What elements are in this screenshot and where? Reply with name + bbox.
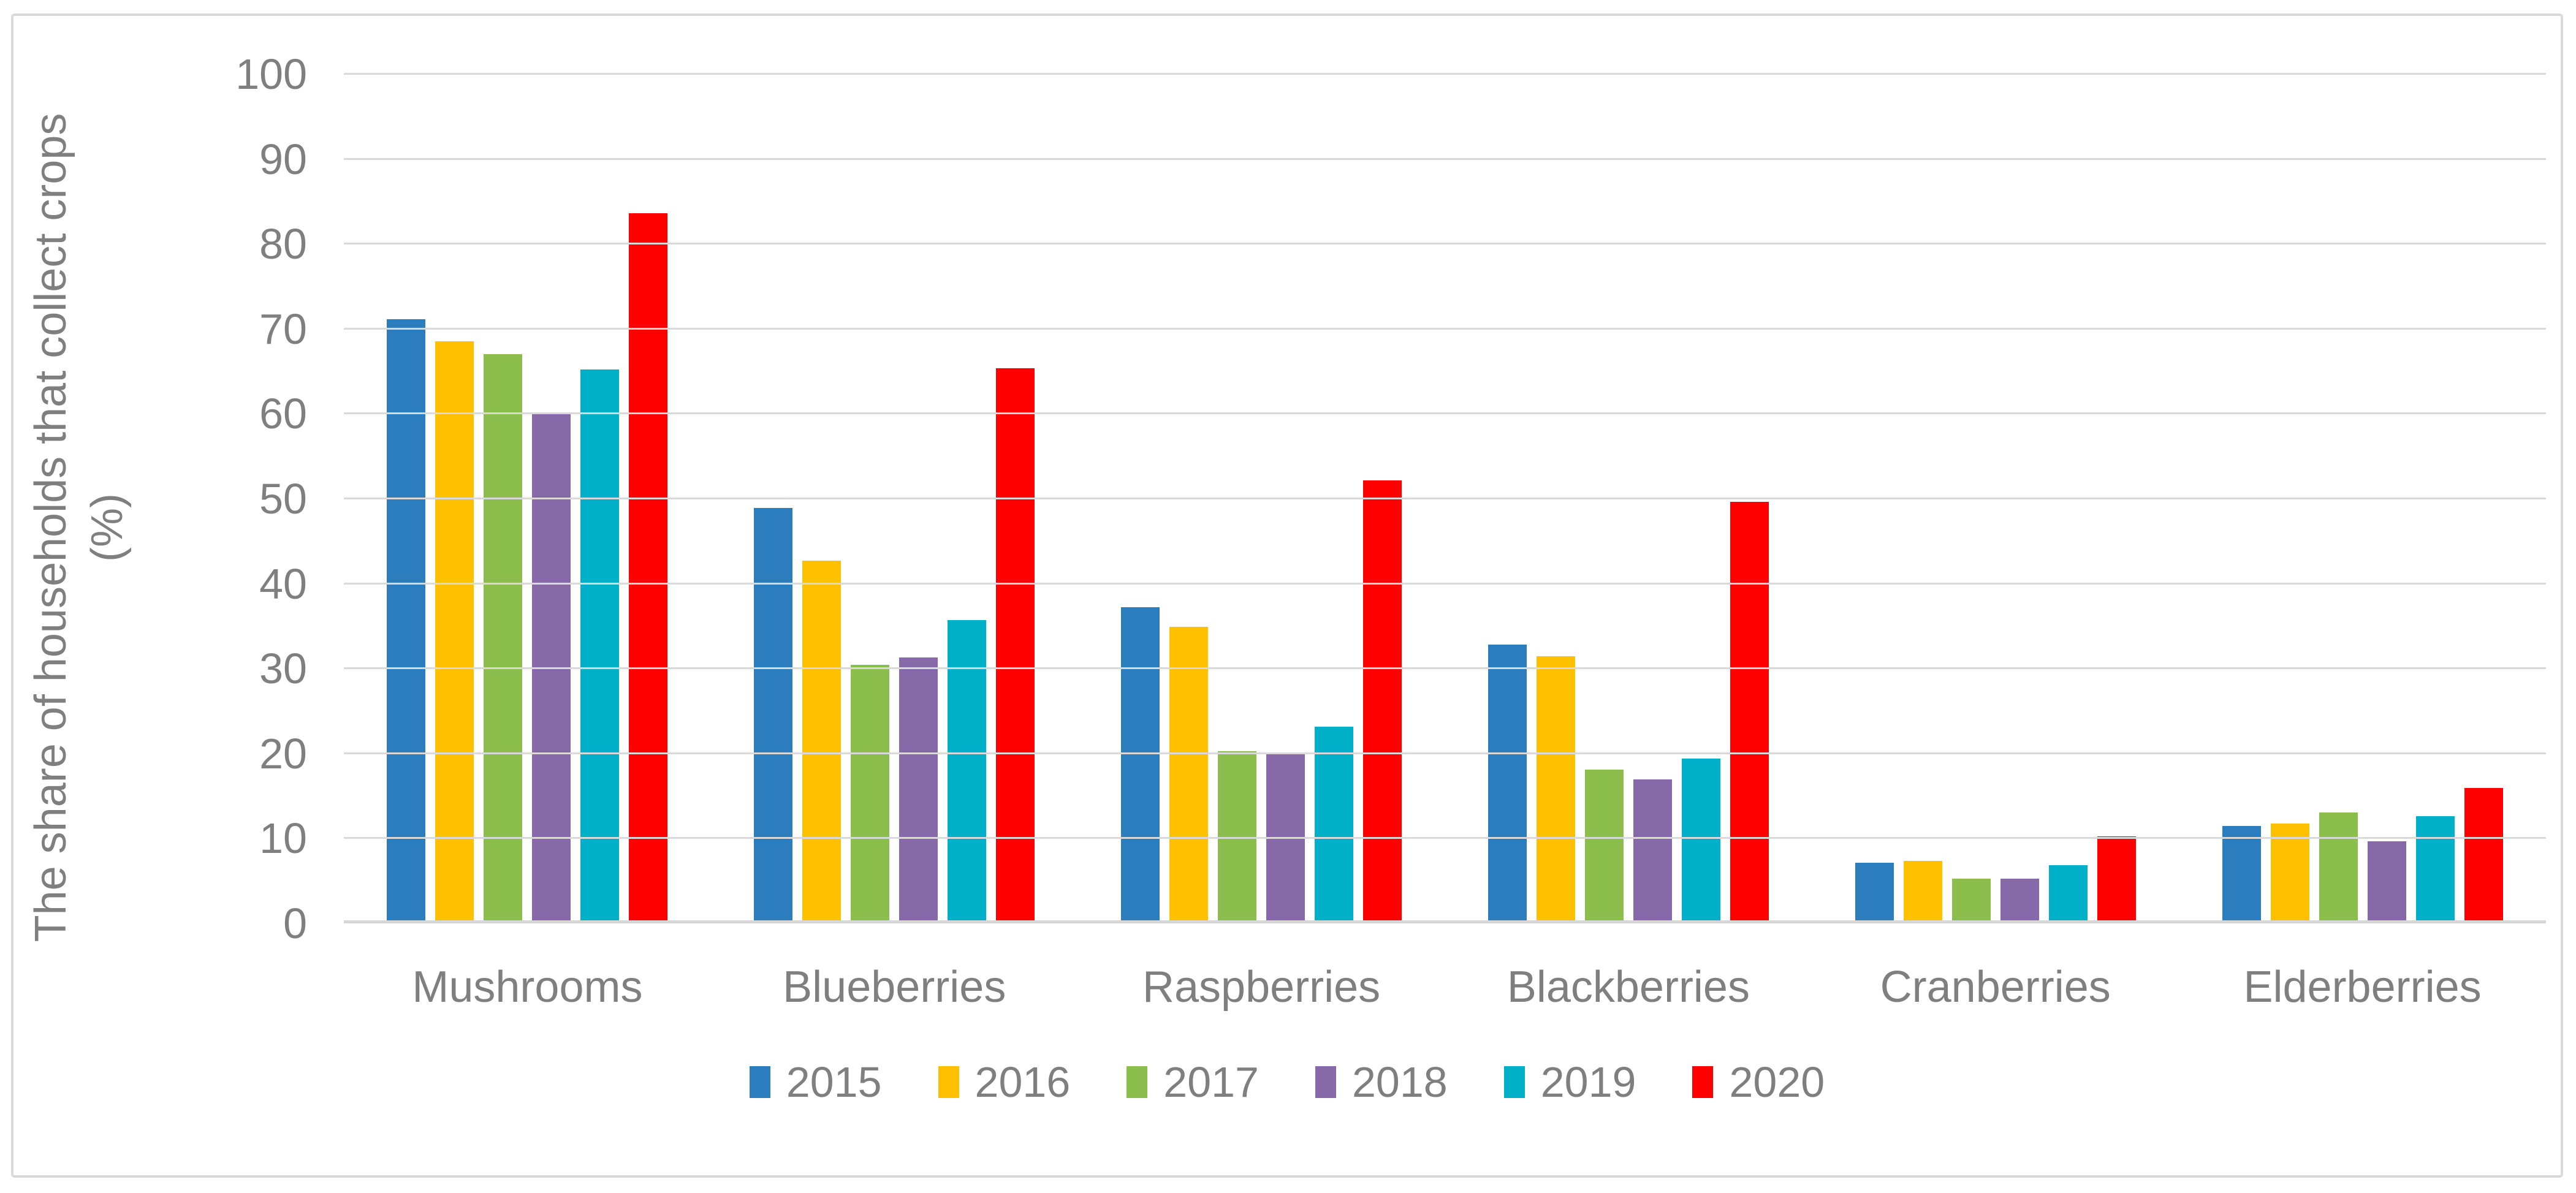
y-axis-title-line1: The share of households that collect cro… [26,113,75,942]
legend-label-2019: 2019 [1540,1058,1636,1106]
legend-swatch-2020 [1692,1066,1714,1098]
legend-label-2020: 2020 [1729,1058,1825,1106]
legend-item-2017: 2017 [1127,1061,1259,1104]
bar-mushrooms-2020 [629,213,668,922]
legend-label-2015: 2015 [786,1058,882,1106]
bar-raspberries-2016 [1169,626,1209,922]
y-axis-title: The share of households that collect cro… [23,68,139,987]
category-label-mushrooms: Mushrooms [412,963,643,1012]
bar-raspberries-2019 [1315,727,1354,922]
category-label-elderberries: Elderberries [2243,963,2482,1012]
bar-elderberries-2020 [2464,788,2503,922]
y-tick-label-20: 20 [259,729,307,778]
gridline-80 [344,243,2546,245]
bar-blueberries-2019 [948,619,987,922]
legend-item-2018: 2018 [1315,1061,1448,1104]
bar-blueberries-2017 [851,665,890,922]
bar-blackberries-2020 [1730,501,1769,922]
gridline-100 [344,73,2546,75]
y-tick-label-30: 30 [259,645,307,693]
legend-swatch-2017 [1127,1066,1148,1098]
legend-swatch-2015 [749,1066,770,1098]
bar-blackberries-2018 [1633,779,1672,922]
bar-blackberries-2019 [1681,758,1720,922]
bar-blueberries-2015 [754,507,793,922]
bar-raspberries-2017 [1218,751,1257,922]
bar-cranberries-2016 [1903,861,1942,922]
chart-frame: The share of households that collect cro… [11,13,2563,1178]
y-tick-label-70: 70 [259,305,307,353]
y-tick-label-100: 100 [235,50,307,98]
legend-item-2016: 2016 [938,1058,1071,1106]
legend: 2015 2016 2017 2018 2019 2020 [13,1061,2561,1104]
gridline-30 [344,667,2546,670]
bar-elderberries-2018 [2367,841,2406,922]
bar-raspberries-2020 [1363,480,1402,922]
y-tick-label-50: 50 [259,475,307,523]
bar-group-blueberries [711,73,1078,922]
bar-group-raspberries [1078,73,1445,922]
legend-label-2018: 2018 [1352,1058,1448,1106]
legend-label-2016: 2016 [975,1058,1071,1106]
legend-swatch-2016 [938,1066,959,1098]
bar-blueberries-2018 [899,657,938,922]
bar-elderberries-2015 [2222,826,2261,922]
legend-swatch-2019 [1503,1066,1525,1098]
category-label-raspberries: Raspberries [1142,963,1381,1012]
gridline-60 [344,412,2546,415]
bar-blueberries-2016 [802,560,842,922]
bar-raspberries-2015 [1121,607,1160,922]
gridline-40 [344,582,2546,585]
bar-cranberries-2015 [1855,862,1894,922]
bar-elderberries-2017 [2319,812,2358,922]
bar-elderberries-2016 [2270,824,2309,922]
gridline-90 [344,157,2546,160]
y-tick-label-90: 90 [259,135,307,183]
bar-elderberries-2019 [2415,816,2455,922]
bar-mushrooms-2017 [484,354,523,922]
legend-item-2020: 2020 [1692,1061,1825,1104]
category-label-cranberries: Cranberries [1880,963,2111,1012]
bar-cranberries-2020 [2097,836,2136,922]
bar-cranberries-2018 [2000,879,2039,922]
bar-mushrooms-2019 [580,369,620,922]
bar-blackberries-2016 [1536,656,1575,922]
bar-group-cranberries [1812,73,2179,922]
category-label-blackberries: Blackberries [1506,963,1750,1012]
bar-blueberries-2020 [996,368,1035,922]
category-axis: Mushrooms Blueberries Raspberries Blackberr… [344,963,2546,1012]
bar-group-elderberries [2179,73,2546,922]
legend-item-2019: 2019 [1503,1058,1636,1106]
legend-swatch-2018 [1315,1066,1336,1098]
gridline-70 [344,327,2546,330]
y-tick-label-80: 80 [259,220,307,268]
category-label-blueberries: Blueberries [783,963,1006,1012]
bar-blackberries-2017 [1584,769,1624,922]
legend-label-2017: 2017 [1163,1058,1259,1106]
bar-mushrooms-2015 [387,319,426,922]
y-tick-label-0: 0 [283,899,307,947]
plot-area: 0 10 20 30 40 50 60 70 80 90 100 [235,53,2546,945]
gridline-20 [344,752,2546,754]
bar-group-blackberries [1445,73,1812,922]
gridline-10 [344,837,2546,839]
bar-cranberries-2019 [2048,865,2088,922]
y-tick-label-40: 40 [259,559,307,608]
bar-cranberries-2017 [1951,879,1991,922]
bar-blackberries-2015 [1487,644,1527,922]
legend-item-2015: 2015 [749,1058,882,1106]
gridline-0 [344,920,2546,923]
y-tick-label-10: 10 [259,814,307,863]
gridline-50 [344,498,2546,499]
y-tick-label-60: 60 [259,390,307,438]
bar-mushrooms-2016 [435,341,474,922]
